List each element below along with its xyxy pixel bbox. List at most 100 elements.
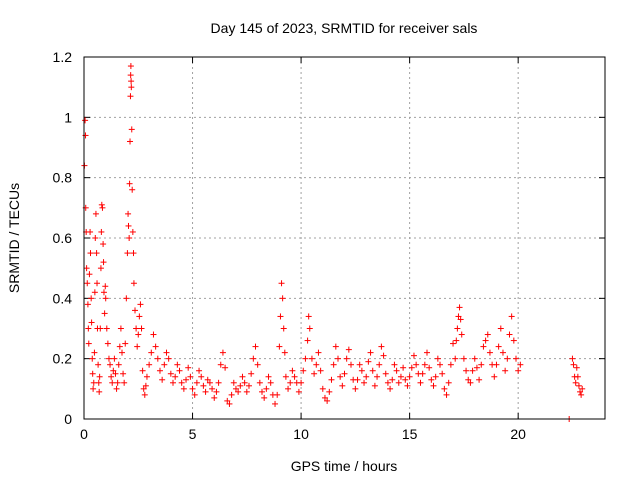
data-point <box>99 204 106 211</box>
data-point <box>116 343 123 350</box>
data-point <box>152 343 159 350</box>
data-point <box>274 391 281 398</box>
data-point <box>125 222 132 229</box>
data-point <box>122 340 129 347</box>
data-point <box>161 361 168 368</box>
data-point <box>118 349 125 356</box>
y-tick-label: 0 <box>64 411 72 427</box>
data-point <box>510 337 517 344</box>
data-point <box>369 367 376 374</box>
data-point <box>126 235 133 241</box>
data-point <box>128 126 135 133</box>
data-point <box>393 367 400 374</box>
data-point <box>437 361 444 368</box>
data-point <box>94 280 101 287</box>
data-point <box>92 210 99 217</box>
data-point <box>356 361 363 368</box>
data-point <box>88 319 95 326</box>
data-point <box>198 373 205 380</box>
data-point <box>88 295 95 302</box>
data-point <box>108 373 115 380</box>
data-point <box>250 355 257 362</box>
data-point <box>575 382 582 389</box>
data-point <box>337 373 344 380</box>
data-point <box>100 241 107 248</box>
data-point <box>252 343 259 350</box>
data-point <box>185 364 192 371</box>
data-point <box>224 397 231 404</box>
data-point <box>245 382 252 389</box>
data-point <box>165 355 172 362</box>
data-point <box>473 364 480 371</box>
data-point <box>432 373 439 380</box>
data-points <box>81 63 586 422</box>
data-point <box>305 313 312 320</box>
data-point <box>134 343 141 350</box>
data-point <box>430 382 437 389</box>
data-point <box>200 382 207 389</box>
data-point <box>300 367 307 374</box>
data-point <box>317 367 324 374</box>
x-axis-label: GPS time / hours <box>291 458 398 474</box>
data-point <box>579 385 586 392</box>
data-point <box>406 373 413 380</box>
data-point <box>330 361 337 368</box>
data-point <box>439 370 446 377</box>
data-point <box>174 361 181 368</box>
data-point <box>100 289 107 296</box>
data-point <box>125 210 132 217</box>
chart-title: Day 145 of 2023, SRMTID for receiver sal… <box>211 20 478 36</box>
data-point <box>102 283 109 290</box>
data-point <box>180 385 187 392</box>
data-point <box>235 388 242 395</box>
data-point <box>361 379 368 386</box>
data-point <box>276 343 283 350</box>
data-point <box>426 364 433 371</box>
data-point <box>295 388 302 395</box>
y-axis-label: SRMTID / TECUs <box>6 183 22 293</box>
data-point <box>263 385 270 392</box>
data-point <box>324 397 331 404</box>
data-point <box>133 325 140 332</box>
data-point <box>467 379 474 386</box>
data-point <box>493 361 500 368</box>
data-point <box>115 361 122 368</box>
data-point <box>306 325 313 332</box>
data-point <box>413 361 420 368</box>
data-point <box>400 364 407 371</box>
data-point <box>506 331 513 338</box>
data-point <box>127 72 134 79</box>
data-point <box>92 235 99 241</box>
data-point <box>237 382 244 389</box>
data-point <box>87 228 94 235</box>
data-point <box>358 367 365 374</box>
data-point <box>143 373 150 380</box>
x-tick-label: 20 <box>510 426 526 442</box>
data-point <box>259 388 266 395</box>
data-point <box>382 370 389 377</box>
data-point <box>261 394 268 401</box>
data-point <box>163 349 170 356</box>
data-point <box>90 385 97 392</box>
data-point <box>321 394 328 401</box>
data-point <box>476 376 483 383</box>
data-point <box>486 349 493 356</box>
data-point <box>281 349 288 356</box>
data-point <box>248 370 255 377</box>
data-point <box>265 373 272 380</box>
data-point <box>298 379 305 386</box>
data-point <box>291 373 298 380</box>
data-point <box>380 352 387 359</box>
data-point <box>215 379 222 386</box>
data-point <box>83 265 90 272</box>
data-point <box>289 367 296 374</box>
data-point <box>167 370 174 377</box>
data-point <box>87 250 94 257</box>
data-point <box>515 367 522 374</box>
data-point <box>130 250 137 257</box>
data-point <box>443 391 450 398</box>
data-point <box>127 63 134 70</box>
data-point <box>109 379 116 386</box>
data-point <box>480 343 487 350</box>
data-point <box>478 361 485 368</box>
